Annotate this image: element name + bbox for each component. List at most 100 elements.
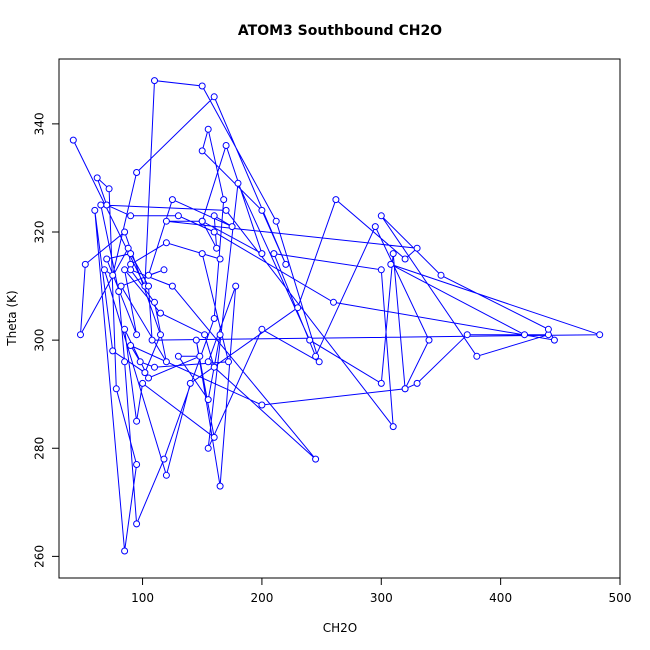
x-tick-label: 100 <box>131 591 154 605</box>
data-point <box>232 282 240 290</box>
data-point <box>133 520 141 528</box>
data-point <box>127 250 135 258</box>
data-point <box>145 374 152 382</box>
data-point <box>216 482 224 490</box>
data-point <box>192 336 200 344</box>
y-axis-label: Theta (K) <box>5 290 19 346</box>
data-point <box>93 174 101 182</box>
data-point <box>210 212 218 220</box>
data-point <box>162 471 170 479</box>
data-point <box>121 547 129 555</box>
data-point <box>145 282 152 290</box>
data-point <box>216 331 224 339</box>
data-point <box>145 271 152 279</box>
data-point <box>210 228 218 236</box>
y-tick-label: 300 <box>33 329 47 352</box>
data-point <box>100 266 108 274</box>
data-point <box>312 455 320 463</box>
data-point <box>222 142 230 149</box>
data-point <box>136 358 144 366</box>
data-point <box>210 363 218 371</box>
data-point <box>204 358 212 366</box>
data-point <box>258 206 266 214</box>
data-point <box>228 223 236 231</box>
data-point <box>198 82 206 90</box>
data-point <box>213 244 221 252</box>
data-point <box>550 336 558 344</box>
data-point <box>210 93 218 101</box>
y-tick-label: 340 <box>33 112 47 135</box>
data-point <box>315 358 323 366</box>
data-point <box>162 217 170 225</box>
x-tick-label: 400 <box>489 591 512 605</box>
data-point <box>401 255 409 263</box>
data-point <box>463 331 471 339</box>
data-point <box>168 282 176 290</box>
data-point <box>151 363 158 371</box>
data-point <box>139 379 147 387</box>
data-point <box>168 196 176 204</box>
data-point <box>210 315 218 322</box>
data-point <box>389 423 397 431</box>
data-point <box>97 201 105 209</box>
data-point <box>127 266 135 274</box>
series-line <box>72 80 600 552</box>
data-point <box>109 271 117 279</box>
data-point <box>103 201 111 209</box>
data-point <box>160 266 168 274</box>
data-point <box>330 298 337 306</box>
data-point <box>160 455 168 463</box>
data-point <box>387 260 395 268</box>
x-tick-label: 500 <box>609 591 632 605</box>
data-point <box>133 169 141 176</box>
data-point <box>210 433 218 441</box>
data-point <box>425 336 433 344</box>
data-point <box>332 196 340 204</box>
data-point <box>216 255 224 263</box>
y-axis: 260 280 300 320 340 <box>33 112 59 568</box>
data-point <box>413 244 421 252</box>
data-point <box>133 461 141 468</box>
data-point <box>105 185 113 193</box>
data-point <box>401 385 409 393</box>
data-point <box>151 298 158 306</box>
data-point <box>204 444 212 452</box>
data-point <box>377 379 385 387</box>
data-point <box>133 331 141 339</box>
data-point <box>162 239 170 247</box>
data-point <box>133 417 141 425</box>
data-point <box>196 352 204 360</box>
data-point <box>201 331 209 339</box>
data-point <box>127 342 135 349</box>
y-tick-label: 320 <box>33 221 47 244</box>
data-point <box>222 206 230 214</box>
data-point <box>544 325 552 333</box>
plot-frame <box>58 58 621 579</box>
data-point <box>174 212 182 220</box>
data-point <box>371 223 379 231</box>
data-point <box>103 255 111 263</box>
x-tick-label: 200 <box>250 591 273 605</box>
data-point <box>225 358 232 366</box>
y-tick-label: 280 <box>33 437 47 460</box>
data-point <box>377 266 385 274</box>
data-point <box>127 212 135 220</box>
data-point <box>148 336 156 344</box>
data-point <box>162 358 170 366</box>
data-point <box>473 352 481 360</box>
data-point <box>198 217 206 225</box>
series-group <box>69 77 604 555</box>
data-point <box>141 369 149 377</box>
data-point <box>121 228 129 236</box>
data-point <box>282 260 290 268</box>
data-point <box>81 260 89 268</box>
data-point <box>174 352 182 360</box>
data-point <box>198 250 206 258</box>
data-point <box>413 379 421 387</box>
data-point <box>121 358 129 366</box>
data-point <box>377 212 385 220</box>
data-point <box>69 136 77 144</box>
data-point <box>258 250 266 258</box>
data-point <box>258 401 266 409</box>
